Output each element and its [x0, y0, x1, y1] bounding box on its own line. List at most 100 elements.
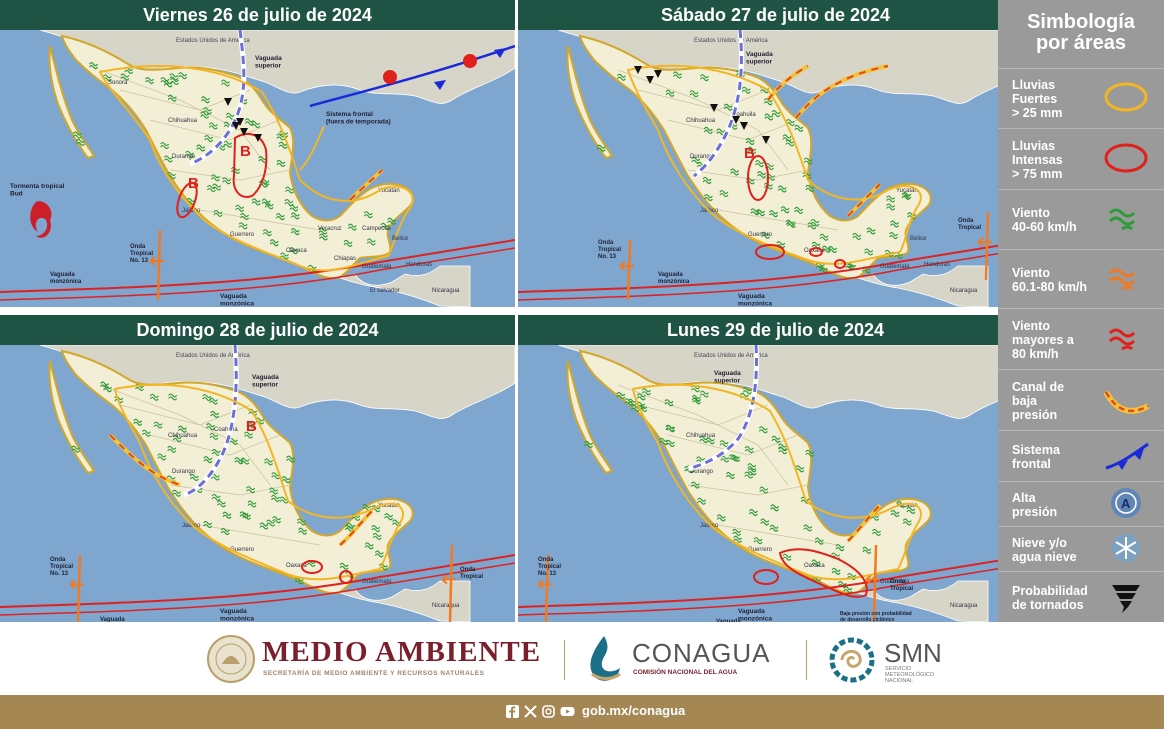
wind-icon [364, 542, 374, 550]
state-label: Veracruz [318, 226, 342, 232]
state-label: Oaxaca [804, 563, 825, 569]
wind-icon [770, 504, 780, 512]
state-label: Jalisco [700, 523, 719, 529]
wind-symbols [71, 381, 402, 585]
tornado-icon [646, 76, 654, 84]
wind-icon [664, 399, 674, 407]
footer-divider [806, 640, 807, 680]
wind-icon [196, 144, 206, 152]
wind-icon [189, 473, 199, 482]
wind-icon [276, 159, 286, 167]
monsoon-trough-label: Vaguada [738, 608, 765, 615]
wind-icon [185, 150, 195, 158]
wave-label: Onda [958, 218, 974, 224]
country-label: Belice [392, 236, 409, 242]
country-label: Guatemala [880, 579, 910, 585]
storm-label: Bud [10, 191, 23, 198]
wind-icon [771, 435, 781, 443]
high-pressure-icon: A [1111, 487, 1141, 518]
country-label: Belice [910, 236, 927, 242]
legend-item: Sistema frontal [998, 430, 1164, 482]
state-label: Oaxaca [286, 248, 307, 254]
facebook-icon[interactable] [506, 705, 519, 718]
state-label: Campeche [362, 226, 392, 232]
wind-icon [785, 139, 795, 147]
wind-icon [889, 232, 899, 240]
smn-logo-icon [829, 637, 875, 683]
wind-icon [211, 493, 221, 502]
wind-icon [279, 252, 289, 260]
monsoon-trough-label: monzónica [220, 301, 254, 308]
forecast-map: Estados Unidos de AméricaVaguadamonzónic… [518, 30, 1033, 307]
state-label: Yucatán [378, 188, 400, 194]
wind-icon [716, 514, 726, 522]
wind-icon [208, 122, 218, 130]
wind-icon [213, 209, 223, 218]
legend-item-label: Viento 40-60 km/h [1012, 206, 1077, 234]
wind-icon [665, 89, 675, 97]
wind-icon [814, 537, 824, 545]
wind-icon [819, 233, 829, 241]
legend-item: Viento 60.1-80 km/h [998, 249, 1164, 309]
wind-icon [172, 434, 182, 443]
country-label: Estados Unidos de América [176, 38, 250, 44]
wind-icon [246, 421, 256, 429]
wind-icon [157, 453, 167, 461]
wave-label: No. 13 [538, 571, 557, 577]
wind-icon [866, 227, 876, 235]
tropical-storm-icon [30, 201, 52, 238]
wind-icon [296, 518, 306, 526]
wind-icon [264, 202, 274, 210]
x-icon[interactable] [524, 705, 537, 718]
state-label: Yucatán [378, 503, 400, 509]
monsoon-trough-label: monzónica [738, 301, 772, 308]
wind-icon [725, 471, 735, 480]
wind-icon [202, 393, 212, 402]
monsoon-trough-label: Vaguada [50, 272, 75, 278]
storm-label: Tormenta tropical [10, 183, 65, 190]
country-label: Estados Unidos de América [694, 38, 768, 44]
cold-front-icon [1105, 442, 1149, 470]
snowflake-icon [1112, 533, 1140, 562]
low-pressure-label: de desarrollo ciclónico [840, 617, 894, 622]
wave-label: Onda [598, 240, 614, 246]
legend-item-label: Lluvias Intensas > 75 mm [1012, 138, 1063, 181]
tropical-wave [448, 544, 454, 622]
wind-icon [160, 141, 170, 150]
wind-icon [616, 73, 626, 81]
state-label: Durango [690, 154, 714, 160]
wind-icon [769, 210, 779, 218]
legend-item: Viento 40-60 km/h [998, 189, 1164, 250]
country-label: Nicaragua [950, 288, 978, 294]
wind-icon [206, 423, 216, 431]
instagram-icon[interactable] [542, 705, 555, 718]
youtube-icon[interactable] [560, 705, 575, 718]
wind-icon [210, 174, 220, 182]
cold-front [309, 44, 515, 108]
state-label: Coahuila [732, 112, 756, 118]
intense-rain-area [301, 560, 323, 574]
strong-rain-area [113, 383, 404, 581]
wind-icon [200, 96, 210, 104]
panel-title: Lunes 29 de julio de 2024 [518, 315, 1033, 345]
wave-label: Tropical [890, 586, 913, 592]
wind-icon [270, 494, 280, 502]
footer-logos: MEDIO AMBIENTE SECRETARÍA DE MEDIO AMBIE… [0, 622, 1164, 695]
trough-label: Vaguada [252, 374, 279, 381]
legend-item: Probabilidad de tornados [998, 571, 1164, 623]
wind-icon [372, 532, 382, 541]
wind-icon [269, 239, 279, 247]
wind-icon [169, 77, 179, 86]
red-ellipse-icon [1104, 143, 1148, 172]
low-pressure-center: B [744, 145, 755, 162]
wind-icon [821, 245, 831, 253]
website-link[interactable]: gob.mx/conagua [582, 703, 686, 718]
panel-title: Sábado 27 de julio de 2024 [518, 0, 1033, 30]
wind-icon [596, 144, 606, 152]
red-wind-icon [1108, 328, 1136, 350]
wind-icon [222, 177, 232, 185]
wave-label: No. 13 [130, 258, 149, 264]
wind-icon [760, 518, 770, 526]
monsoon-trough [518, 554, 1033, 608]
monsoon-trough-label: monzónica [658, 279, 690, 285]
